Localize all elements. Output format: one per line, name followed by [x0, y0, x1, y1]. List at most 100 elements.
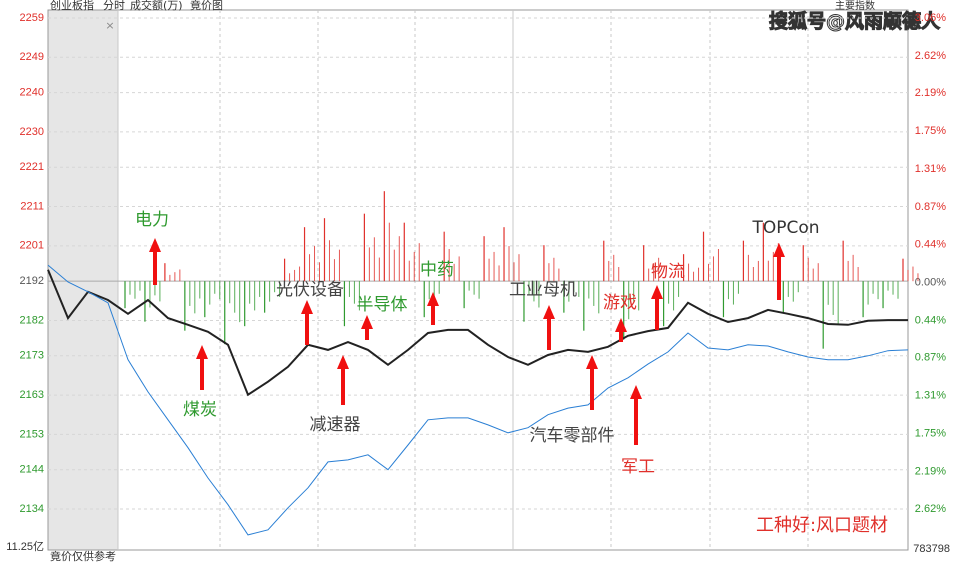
annotation: 工种好:风口题材 — [756, 515, 888, 536]
header-item: 成交额(万) — [130, 0, 183, 12]
y2-tick-label: 3.06% — [915, 12, 946, 24]
volume-bar-fill — [478, 281, 480, 299]
volume-bar-fill — [558, 268, 560, 282]
volume-bar-fill — [907, 269, 909, 282]
volume-bar-fill — [712, 256, 714, 282]
volume-bar-fill — [897, 281, 899, 299]
header-item: 创业板指 — [50, 0, 94, 12]
volume-bar-fill — [628, 281, 630, 320]
volume-bar-fill — [797, 281, 799, 293]
volume-bar-fill — [757, 260, 759, 282]
y2-tick-label: 2.19% — [915, 87, 946, 99]
volume-bar-fill — [698, 267, 700, 282]
volume-bar-fill — [488, 258, 490, 282]
volume-bar — [643, 245, 645, 282]
volume-bar-fill — [154, 281, 156, 296]
y2-tick-label: 1.31% — [915, 163, 946, 175]
watermark: 搜狐号@风雨顺德人 — [769, 10, 941, 33]
volume-bar-fill — [688, 263, 690, 282]
volume-bar-fill — [827, 281, 829, 305]
volume-bar-fill — [518, 254, 520, 282]
volume-bar — [403, 222, 405, 282]
volume-bar-fill — [892, 281, 894, 295]
y2-tick-label: 0.44% — [915, 238, 946, 250]
volume-bar-fill — [428, 281, 430, 300]
series-line — [47, 264, 909, 536]
volume-bar-fill — [348, 281, 350, 297]
volume-bar-fill — [732, 281, 734, 305]
y-tick-label: 2249 — [20, 51, 44, 63]
volume-bar-fill — [678, 281, 680, 297]
volume-bar-fill — [254, 281, 256, 311]
volume-bar-fill — [653, 263, 655, 282]
volume-bar — [583, 281, 585, 331]
volume-bar-fill — [578, 281, 580, 297]
volume-bar-fill — [792, 281, 794, 302]
y-tick-label: 2221 — [20, 161, 44, 173]
volume-bar-fill — [767, 260, 769, 282]
annotation: 物流 — [651, 262, 685, 282]
volume-bar-fill — [353, 281, 355, 304]
volume-bar-fill — [209, 281, 211, 305]
volume-bar-fill — [234, 281, 236, 313]
y2-tick-label: 2.62% — [915, 50, 946, 62]
volume-bar-fill — [693, 271, 695, 282]
volume-bar — [283, 258, 286, 282]
volume-bar-fill — [279, 281, 281, 297]
y2-tick-label: 0.87% — [915, 352, 946, 364]
volume-bar-fill — [358, 281, 360, 311]
volume-bar-fill — [473, 281, 475, 295]
annotation: 煤炭 — [183, 400, 217, 420]
volume-bar — [224, 281, 226, 345]
volume-bar-fill — [393, 249, 395, 282]
volume-bar — [443, 231, 445, 282]
volume-bar-fill — [887, 281, 889, 291]
volume-bar — [902, 258, 904, 282]
close-icon[interactable]: × — [105, 19, 114, 32]
volume-bar — [463, 281, 465, 309]
volume-bar-fill — [333, 259, 335, 282]
y-tick-label: 2134 — [20, 503, 44, 515]
volume-bar — [483, 236, 485, 282]
volume-bar-fill — [139, 281, 141, 291]
volume-bar-fill — [259, 281, 261, 297]
volume-bar-fill — [433, 281, 435, 305]
arrow-head — [301, 300, 313, 314]
volume-bar-fill — [378, 257, 380, 282]
volume-bar-fill — [727, 281, 729, 300]
volume-bar-fill — [498, 265, 500, 282]
volume-bar-fill — [299, 266, 301, 282]
arrow-head — [149, 238, 161, 252]
volume-bar-fill — [872, 281, 874, 294]
volume-bar-fill — [134, 281, 136, 299]
volume-bar-fill — [877, 281, 879, 300]
volume-bar-fill — [294, 269, 296, 282]
volume-bar-fill — [194, 281, 196, 314]
volume-bar-fill — [129, 281, 131, 295]
arrow-head — [615, 318, 627, 332]
volume-bar-fill — [438, 281, 440, 294]
volume-bar — [623, 281, 625, 340]
volume-bar-fill — [388, 222, 390, 282]
volume-bar-fill — [867, 281, 869, 305]
volume-bar-fill — [174, 272, 176, 282]
volume-bar-fill — [373, 237, 375, 282]
volume-bar-fill — [229, 281, 231, 304]
volume-bar-fill — [493, 251, 495, 282]
volume-bar-fill — [408, 260, 410, 282]
volume-bar-fill — [588, 281, 590, 299]
arrow-head — [773, 243, 785, 257]
volume-bar — [802, 245, 804, 282]
volume-bar — [742, 240, 745, 282]
volume-bar-fill — [673, 281, 675, 311]
volume-bar-fill — [548, 263, 550, 282]
volume-bar-fill — [837, 281, 839, 326]
volume-bar — [603, 240, 605, 282]
annotation: 半导体 — [357, 295, 408, 315]
auction-panel — [48, 10, 118, 550]
volume-bar-fill — [338, 249, 340, 282]
y2-tick-label: 0.00% — [915, 276, 946, 288]
series-line — [47, 269, 908, 397]
y-tick-label: 2259 — [20, 12, 44, 24]
annotation: 中药 — [420, 260, 454, 280]
